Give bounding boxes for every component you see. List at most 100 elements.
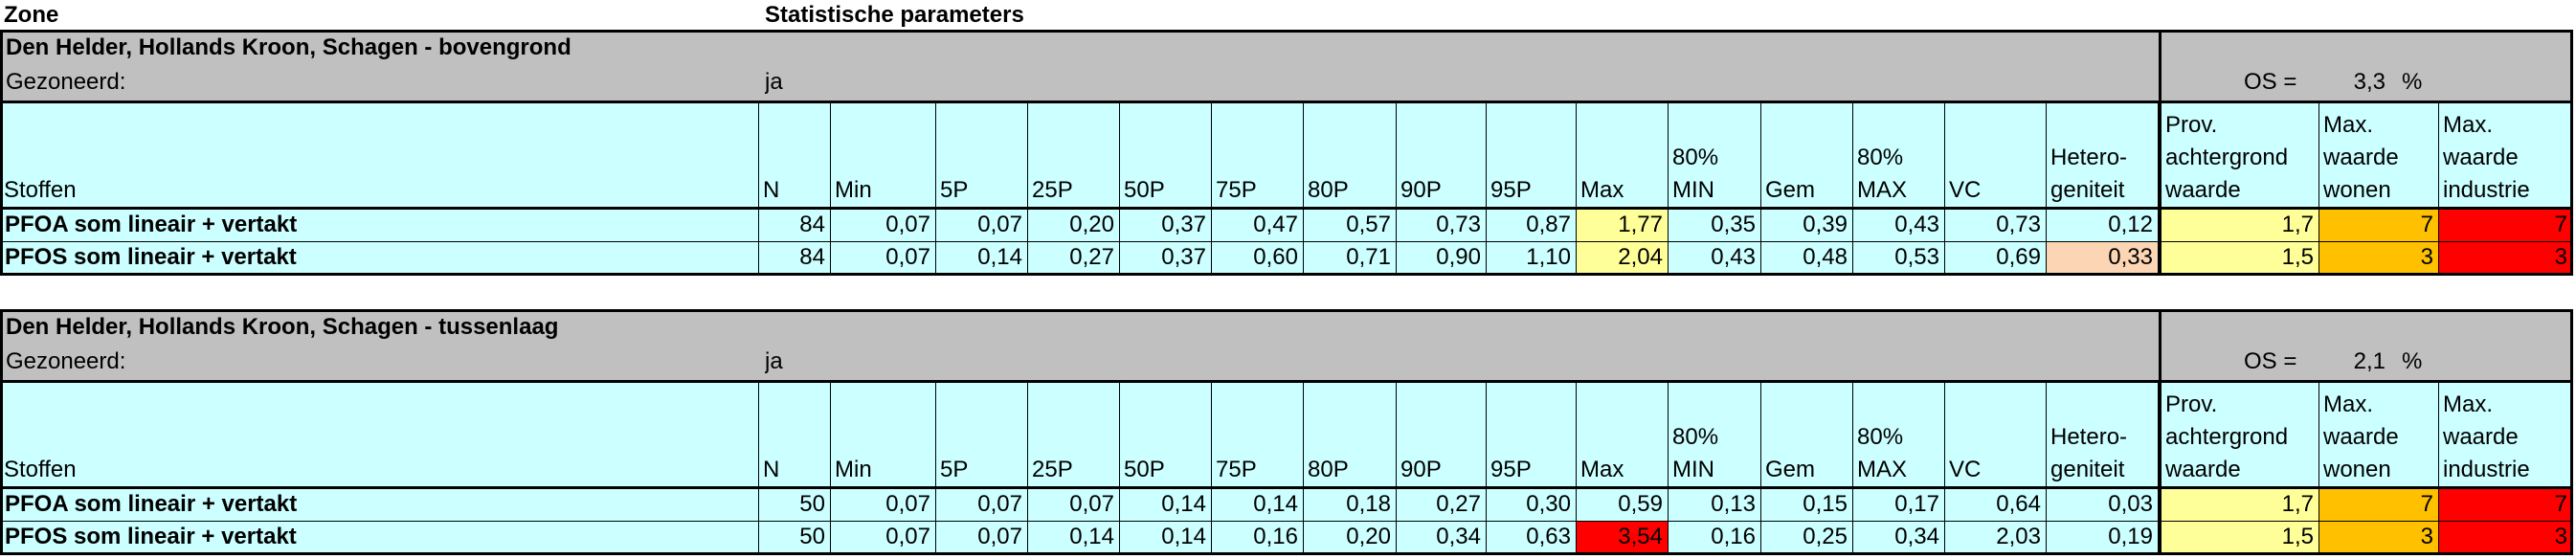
cell: 0,69 <box>1945 241 2047 276</box>
cell: 3 <box>2319 521 2439 555</box>
cell: 0,07 <box>831 207 936 241</box>
os-value: 2,1 <box>2353 348 2386 374</box>
cell: 0,27 <box>1397 486 1487 521</box>
cell: 0,18 <box>1304 486 1397 521</box>
column-header: Prov. achtergrond waarde <box>2159 101 2319 207</box>
column-header: Max <box>1577 101 1669 207</box>
cell: 0,34 <box>1853 521 1945 555</box>
cell: 0,07 <box>831 486 936 521</box>
column-header: N <box>759 380 831 486</box>
cell: 0,37 <box>1120 241 1212 276</box>
zoned-value: ja <box>765 348 783 374</box>
cell: 0,57 <box>1304 207 1397 241</box>
cell: 0,43 <box>1853 207 1945 241</box>
column-header: 25P <box>1028 380 1120 486</box>
row-label: PFOA som lineair + vertakt <box>0 207 759 241</box>
cell: 0,64 <box>1945 486 2047 521</box>
block-frame <box>0 30 2573 276</box>
cell: 0,19 <box>2047 521 2159 555</box>
cell: 0,60 <box>1212 241 1304 276</box>
column-header: 80P <box>1304 380 1397 486</box>
column-header: Gem <box>1761 380 1853 486</box>
cell: 3 <box>2439 241 2573 276</box>
title-band <box>0 30 2159 101</box>
cell: 0,07 <box>936 207 1028 241</box>
cell: 0,39 <box>1761 207 1853 241</box>
cell: 2,04 <box>1577 241 1669 276</box>
cell: 0,14 <box>1120 486 1212 521</box>
cell: 0,07 <box>1028 486 1120 521</box>
cell: 0,07 <box>936 521 1028 555</box>
column-header: 25P <box>1028 101 1120 207</box>
cell: 0,03 <box>2047 486 2159 521</box>
column-header: Max. waarde industrie <box>2439 380 2573 486</box>
cell: 0,16 <box>1669 521 1761 555</box>
column-header: 50P <box>1120 380 1212 486</box>
cell: 7 <box>2439 486 2573 521</box>
cell: 0,33 <box>2047 241 2159 276</box>
column-header: 5P <box>936 101 1028 207</box>
zoned-label: Gezoneerd: <box>6 348 126 374</box>
cell: 0,90 <box>1397 241 1487 276</box>
os-label: OS = <box>2244 348 2297 374</box>
cell: 3 <box>2439 521 2573 555</box>
column-header: 90P <box>1397 380 1487 486</box>
cell: 50 <box>759 521 831 555</box>
column-header: 95P <box>1487 101 1577 207</box>
cell: 0,73 <box>1397 207 1487 241</box>
header-parameters: Statistische parameters <box>765 2 1024 28</box>
cell: 0,16 <box>1212 521 1304 555</box>
column-header: Min <box>831 380 936 486</box>
column-header: VC <box>1945 380 2047 486</box>
cell: 7 <box>2319 207 2439 241</box>
cell: 0,15 <box>1761 486 1853 521</box>
cell: 1,7 <box>2159 486 2319 521</box>
cell: 0,35 <box>1669 207 1761 241</box>
cell: 0,20 <box>1028 207 1120 241</box>
cell: 0,14 <box>1212 486 1304 521</box>
cell: 2,03 <box>1945 521 2047 555</box>
cell: 0,34 <box>1397 521 1487 555</box>
row-label: PFOA som lineair + vertakt <box>0 486 759 521</box>
column-header: 5P <box>936 380 1028 486</box>
column-header: Hetero- geniteit <box>2047 101 2159 207</box>
os-band <box>2159 309 2573 380</box>
column-header: Stoffen <box>0 101 759 207</box>
cell: 1,77 <box>1577 207 1669 241</box>
block-title: Den Helder, Hollands Kroon, Schagen - tu… <box>6 314 559 340</box>
column-header: Max. waarde wonen <box>2319 101 2439 207</box>
column-header: 80% MAX <box>1853 101 1945 207</box>
cell: 3,54 <box>1577 521 1669 555</box>
row-label: PFOS som lineair + vertakt <box>0 521 759 555</box>
block-title: Den Helder, Hollands Kroon, Schagen - bo… <box>6 34 571 60</box>
column-header: Max. waarde industrie <box>2439 101 2573 207</box>
title-band <box>0 309 2159 380</box>
column-header: 80P <box>1304 101 1397 207</box>
cell: 84 <box>759 241 831 276</box>
os-unit: % <box>2402 348 2423 374</box>
cell: 84 <box>759 207 831 241</box>
cell: 0,20 <box>1304 521 1397 555</box>
cell: 0,07 <box>936 486 1028 521</box>
cell: 0,25 <box>1761 521 1853 555</box>
cell: 0,87 <box>1487 207 1577 241</box>
column-header: 75P <box>1212 380 1304 486</box>
zoned-value: ja <box>765 69 783 95</box>
cell: 0,07 <box>831 241 936 276</box>
cell: 0,14 <box>1028 521 1120 555</box>
cell: 0,71 <box>1304 241 1397 276</box>
column-header: Hetero- geniteit <box>2047 380 2159 486</box>
cell: 1,7 <box>2159 207 2319 241</box>
cell: 1,5 <box>2159 241 2319 276</box>
os-unit: % <box>2402 69 2423 95</box>
cell: 0,43 <box>1669 241 1761 276</box>
header-zone: Zone <box>4 2 59 28</box>
os-value: 3,3 <box>2353 69 2386 95</box>
column-header: 80% MIN <box>1669 101 1761 207</box>
cell: 0,47 <box>1212 207 1304 241</box>
column-header: Stoffen <box>0 380 759 486</box>
column-header: Min <box>831 101 936 207</box>
cell: 0,37 <box>1120 207 1212 241</box>
cell: 0,17 <box>1853 486 1945 521</box>
cell: 0,63 <box>1487 521 1577 555</box>
